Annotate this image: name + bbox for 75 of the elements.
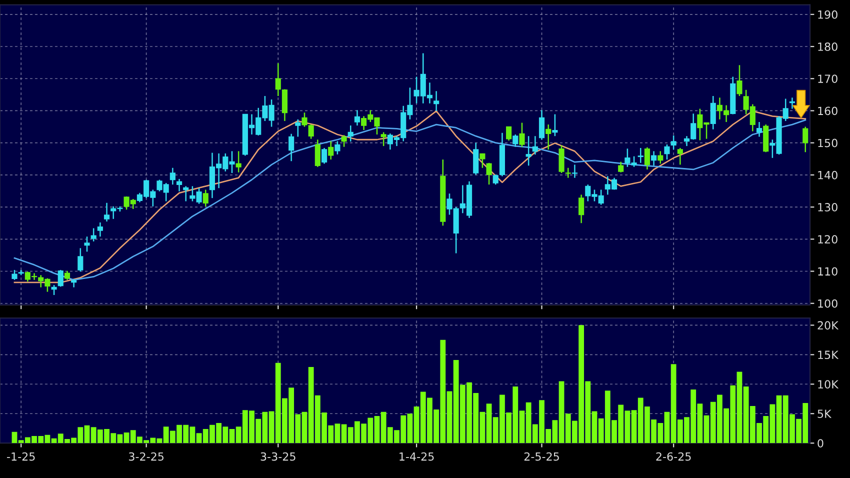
- x-tick-label: 1-4-25: [400, 452, 434, 461]
- candlestick: [519, 122, 525, 148]
- candlestick: [97, 222, 103, 238]
- y-tick-label: 110: [818, 267, 838, 276]
- candlestick: [58, 269, 64, 288]
- candlestick: [348, 124, 354, 142]
- candlestick: [677, 147, 683, 166]
- candlestick: [321, 147, 328, 164]
- candlestick: [380, 132, 386, 147]
- y-tick-label: 130: [818, 203, 838, 212]
- candlestick: [512, 134, 518, 148]
- candlestick: [552, 114, 558, 137]
- candlestick: [295, 118, 301, 138]
- candlestick: [434, 90, 440, 112]
- candlestick: [506, 126, 512, 142]
- candlestick: [736, 64, 742, 97]
- candlestick: [565, 167, 571, 178]
- candlestick: [354, 109, 360, 126]
- candlestick: [558, 144, 564, 174]
- y-tick-label: 10K: [818, 380, 839, 389]
- y-tick-label: 190: [818, 10, 838, 19]
- candlestick: [618, 161, 624, 173]
- candlestick: [486, 162, 492, 186]
- y-tick-label: 15K: [818, 350, 839, 360]
- candlestick: [78, 248, 84, 272]
- candlestick: [314, 138, 320, 168]
- candlestick: [480, 152, 486, 168]
- candlestick: [275, 62, 281, 97]
- candlestick: [546, 124, 552, 150]
- candlestick: [183, 186, 189, 202]
- candlestick: [341, 134, 347, 148]
- candlestick: [202, 189, 208, 208]
- candlestick: [328, 140, 334, 160]
- y-tick-label: 120: [818, 235, 838, 244]
- y-tick-label: 170: [818, 74, 838, 83]
- y-tick-label: 20K: [818, 321, 839, 330]
- candlestick: [51, 284, 57, 296]
- candlestick: [176, 178, 182, 192]
- candlestick: [756, 121, 762, 138]
- y-tick-label: 0: [818, 439, 824, 448]
- candlestick: [236, 150, 242, 173]
- candlestick: [572, 164, 578, 178]
- candlestick: [532, 135, 538, 156]
- candlestick: [473, 142, 479, 176]
- y-tick-label: 100: [818, 299, 838, 308]
- candlestick: [638, 147, 644, 164]
- candlestick: [170, 167, 176, 186]
- y-tick-label: 180: [818, 42, 838, 51]
- y-tick-label: 140: [818, 170, 838, 180]
- x-tick-label: 3-3-25: [260, 452, 296, 461]
- candlestick: [664, 144, 670, 160]
- candlestick: [670, 134, 676, 150]
- candlestick: [578, 194, 584, 224]
- candlestick: [104, 202, 110, 222]
- candlestick: [282, 88, 288, 122]
- x-tick-label: 3-2-25: [129, 452, 164, 461]
- candlestick: [90, 228, 96, 242]
- x-tick-label: -1-25: [7, 452, 35, 461]
- candlestick: [288, 133, 294, 162]
- candlestick: [12, 269, 18, 281]
- x-tick-label: 2-6-25: [656, 452, 691, 461]
- y-tick-label: 5K: [818, 410, 832, 418]
- x-tick-label: 2-5-25: [524, 452, 559, 461]
- candlestick: [658, 150, 664, 164]
- candlestick: [651, 150, 657, 166]
- candlestick: [802, 126, 808, 153]
- candlestick: [538, 109, 545, 140]
- candlestick: [84, 236, 90, 252]
- candlestick: [334, 140, 340, 156]
- y-tick-label: 160: [818, 106, 838, 116]
- candlestick: [526, 135, 532, 166]
- candlestick: [644, 146, 650, 170]
- candlestick: [710, 95, 716, 130]
- y-tick-label: 150: [818, 138, 838, 148]
- candlestick: [492, 174, 498, 186]
